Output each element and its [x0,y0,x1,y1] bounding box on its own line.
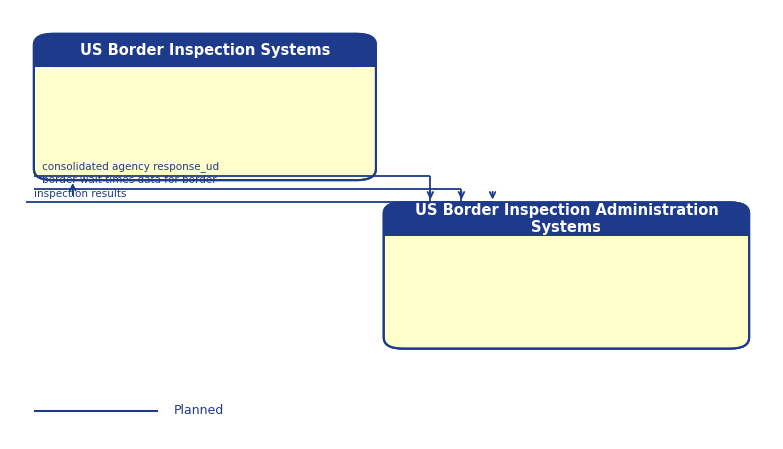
Text: Planned: Planned [174,404,224,417]
FancyBboxPatch shape [384,202,749,236]
Text: US Border Inspection Administration
Systems: US Border Inspection Administration Syst… [414,203,718,235]
Text: consolidated agency response_ud: consolidated agency response_ud [41,161,218,172]
FancyBboxPatch shape [34,34,376,180]
Bar [384,219,749,236]
Bar [34,50,376,67]
Text: inspection results: inspection results [34,189,126,199]
FancyBboxPatch shape [384,202,749,349]
Text: US Border Inspection Systems: US Border Inspection Systems [80,43,330,58]
FancyBboxPatch shape [34,34,376,67]
Text: border wait times data for border: border wait times data for border [41,176,216,185]
